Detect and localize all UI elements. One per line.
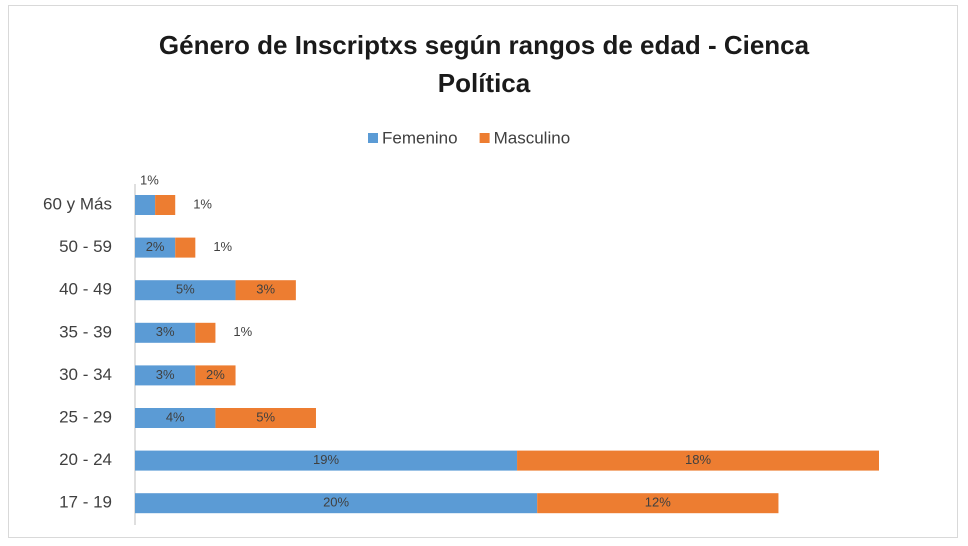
bar (135, 365, 196, 386)
data-label: 2% (146, 239, 165, 254)
data-label: 20% (323, 495, 349, 510)
chart-title: Género de Inscriptxs según rangos de eda… (158, 30, 810, 98)
bar (135, 280, 236, 301)
data-label: 3% (156, 324, 175, 339)
bar (135, 450, 518, 471)
y-tick-label: 50 - 59 (59, 237, 112, 256)
data-label: 19% (313, 452, 339, 467)
data-label: 1% (213, 239, 232, 254)
bar (135, 408, 216, 428)
bar (135, 322, 196, 343)
bar (215, 408, 316, 428)
legend-label: Masculino (494, 128, 571, 147)
legend-label: Femenino (382, 128, 458, 147)
data-label: 18% (685, 452, 711, 467)
data-label: 1% (233, 324, 252, 339)
legend-swatch (368, 133, 378, 143)
y-tick-label: 25 - 29 (59, 407, 112, 426)
bar (195, 365, 236, 386)
y-tick-label: 17 - 19 (59, 493, 112, 512)
bar (135, 195, 156, 215)
bar (135, 237, 176, 258)
bar (175, 237, 196, 258)
y-tick-label: 35 - 39 (59, 322, 112, 341)
bar (135, 493, 538, 514)
data-label: 2% (206, 367, 225, 382)
y-tick-label: 30 - 34 (59, 365, 112, 384)
bar (155, 195, 176, 215)
data-label: 4% (166, 409, 185, 424)
bar (195, 322, 216, 343)
data-label: 5% (176, 282, 195, 297)
data-label: 1% (193, 196, 212, 211)
data-label: 5% (256, 409, 275, 424)
data-label: 12% (645, 495, 671, 510)
y-tick-label: 40 - 49 (59, 280, 112, 299)
chart-frame (8, 5, 958, 538)
data-label: 3% (156, 367, 175, 382)
y-tick-label: 60 y Más (43, 194, 112, 213)
bar (235, 280, 296, 301)
bar (517, 450, 879, 471)
bar (537, 493, 779, 514)
legend-swatch (479, 133, 490, 143)
data-label: 1% (140, 172, 159, 187)
data-label: 3% (256, 282, 275, 297)
y-tick-label: 20 - 24 (59, 450, 112, 469)
